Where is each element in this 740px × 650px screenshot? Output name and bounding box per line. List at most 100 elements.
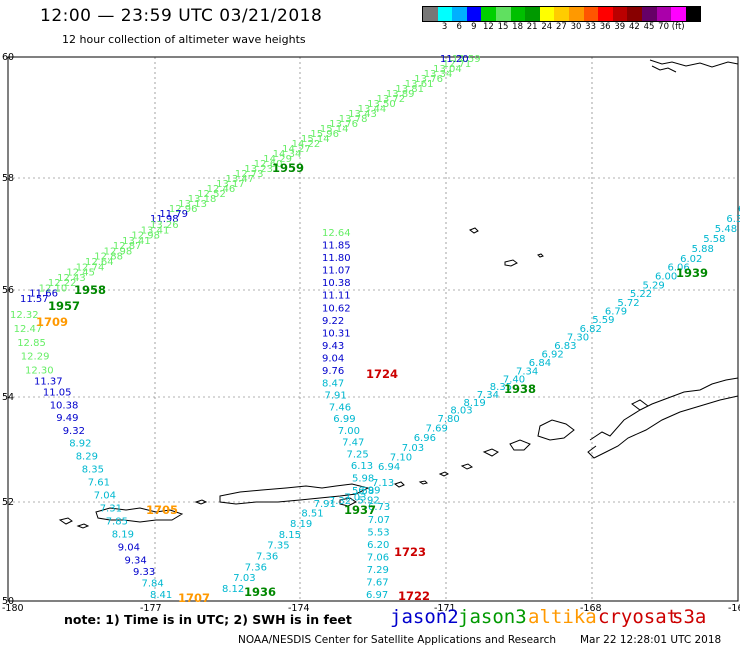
wave-height-value: 6.34 <box>726 214 740 225</box>
time-marker-jason3: 1957 <box>48 299 80 313</box>
wave-height-value: 13.50 <box>367 99 396 110</box>
wave-height-value: 12.43 <box>57 273 86 284</box>
wave-height-value: 15.14 <box>320 124 349 135</box>
wave-height-value: 12.45 <box>66 268 95 279</box>
wave-height-value: 12.73 <box>235 169 264 180</box>
wave-height-value: 7.04 <box>94 491 116 502</box>
wave-height-value: 12.96 <box>169 204 198 215</box>
wave-height-value: 10.38 <box>322 278 351 289</box>
legend-s3a: s3a <box>672 606 707 628</box>
color-scale-label: (ft) <box>671 22 685 32</box>
wave-height-value: 7.46 <box>329 402 351 413</box>
wave-height-value: 12.98 <box>131 231 160 242</box>
eastern-aleutians <box>393 419 575 488</box>
wave-height-value: 5.48 <box>715 224 737 235</box>
wave-height-value: 5.58 <box>352 486 374 497</box>
wave-height-value: 7.91 <box>325 391 347 402</box>
color-scale-swatch <box>612 7 628 21</box>
credit-line: NOAA/NESDIS Center for Satellite Applica… <box>238 634 556 646</box>
wave-height-value: 8.19 <box>112 530 134 541</box>
color-scale-swatch <box>656 7 672 21</box>
longitude-label: -174 <box>288 603 310 614</box>
color-scale-swatch <box>423 7 438 21</box>
color-scale-label: 6 <box>456 22 462 32</box>
color-scale-label: 9 <box>471 22 477 32</box>
color-scale-swatch <box>598 7 613 21</box>
longitude-label: -177 <box>140 603 162 614</box>
color-scale-bar <box>422 6 702 22</box>
wave-height-value: 13.61 <box>405 79 434 90</box>
longitude-label: -171 <box>434 603 456 614</box>
wave-height-value: 13.81 <box>395 84 424 95</box>
time-marker-altika: 1707 <box>178 591 210 605</box>
color-scale-label: 3 <box>441 22 448 32</box>
time-marker-jason3: 1936 <box>244 585 276 599</box>
track-s3a-1936: 8.127.037.367.367.358.158.198.517.917.32… <box>222 478 394 595</box>
coastlines <box>58 59 739 529</box>
time-marker-jason3: 1939 <box>676 266 708 280</box>
wave-height-value: 12.10 <box>39 283 68 294</box>
wave-height-value: 8.41 <box>150 590 172 601</box>
wave-height-value: 6.73 <box>368 502 390 513</box>
wave-height-value: 6.20 <box>367 540 389 551</box>
wave-height-value: 7.34 <box>477 390 499 401</box>
latitude-label: 52 <box>2 497 14 508</box>
wave-height-value: 13.34 <box>424 69 453 80</box>
wave-height-value: 8.35 <box>82 465 104 476</box>
color-scale-swatch <box>568 7 584 21</box>
color-scale-label: 21 <box>526 22 538 32</box>
western-aleutians <box>58 499 208 529</box>
wave-height-value: 15.96 <box>310 129 339 140</box>
wave-height-value: 7.30 <box>567 332 589 343</box>
color-scale-swatch <box>510 7 526 21</box>
color-scale-label: 30 <box>570 22 582 32</box>
wave-height-value: 6.82 <box>580 324 602 335</box>
track-s3a-1938-1939: 6.947.107.036.967.697.808.038.197.348.35… <box>378 204 740 473</box>
wave-height-value: 7.03 <box>233 573 255 584</box>
longitude-label: -168 <box>580 603 602 614</box>
wave-height-value: 11.85 <box>322 241 351 252</box>
map-frame <box>7 56 739 602</box>
wave-height-value: 6.84 <box>529 358 551 369</box>
color-scale-swatch <box>437 7 453 21</box>
wave-height-value: 7.32 <box>329 496 351 507</box>
wave-height-value: 5.88 <box>692 244 714 255</box>
color-scale-swatch <box>671 7 686 21</box>
wave-height-value: 8.15 <box>279 530 301 541</box>
color-scale-swatch <box>627 7 642 21</box>
wave-height-value: 13.04 <box>433 64 462 75</box>
time-marker-jason3: 1959 <box>272 161 304 175</box>
wave-height-value: 7.06 <box>367 552 389 563</box>
wave-height-value: 11.05 <box>43 388 72 399</box>
wave-height-value: 9.34 <box>125 555 147 566</box>
color-scale-label: 39 <box>614 22 626 32</box>
wave-height-value: 13.76 <box>414 74 443 85</box>
wave-height-value: 12.30 <box>25 365 54 376</box>
wave-height-value: 11.66 <box>29 289 58 300</box>
wave-height-value: 7.40 <box>503 374 525 385</box>
wave-height-value: 7.85 <box>106 517 128 528</box>
wave-height-value: 11.20 <box>440 54 469 65</box>
legend-jason2: jason2 <box>390 606 459 628</box>
legend-altika: altika <box>528 606 597 628</box>
wave-height-value: 8.19 <box>290 519 312 530</box>
wave-height-value: 12.71 <box>443 59 472 70</box>
wave-height-value: 12.85 <box>17 338 46 349</box>
color-scale-swatch <box>685 7 701 21</box>
latitude-label: 50 <box>2 596 14 607</box>
satellite-tracks: 12.5912.7113.0413.3413.7613.6113.8113.89… <box>10 54 740 601</box>
track-jason2-1937: 12.6411.8511.8011.0710.3811.1110.629.221… <box>322 228 390 601</box>
wave-height-value: 5.92 <box>358 496 380 507</box>
latitude-label: 54 <box>2 392 14 403</box>
generated-timestamp: Mar 22 12:28:01 UTC 2018 <box>580 634 722 646</box>
wave-height-value: 7.47 <box>342 438 364 449</box>
wave-height-value: 9.04 <box>118 543 140 554</box>
track-jason3-1957: 12.32 12.47 12.85 12.29 12.3011.3711.0510.38… <box>10 310 172 601</box>
wave-height-value: 13.17 <box>216 179 245 190</box>
wave-height-value: 8.92 <box>69 439 91 450</box>
wave-height-value: 6.79 <box>605 307 627 318</box>
wave-height-value: 12.46 <box>207 184 236 195</box>
central-aleutians <box>219 483 370 507</box>
time-marker-jason3: 1937 <box>344 503 376 517</box>
